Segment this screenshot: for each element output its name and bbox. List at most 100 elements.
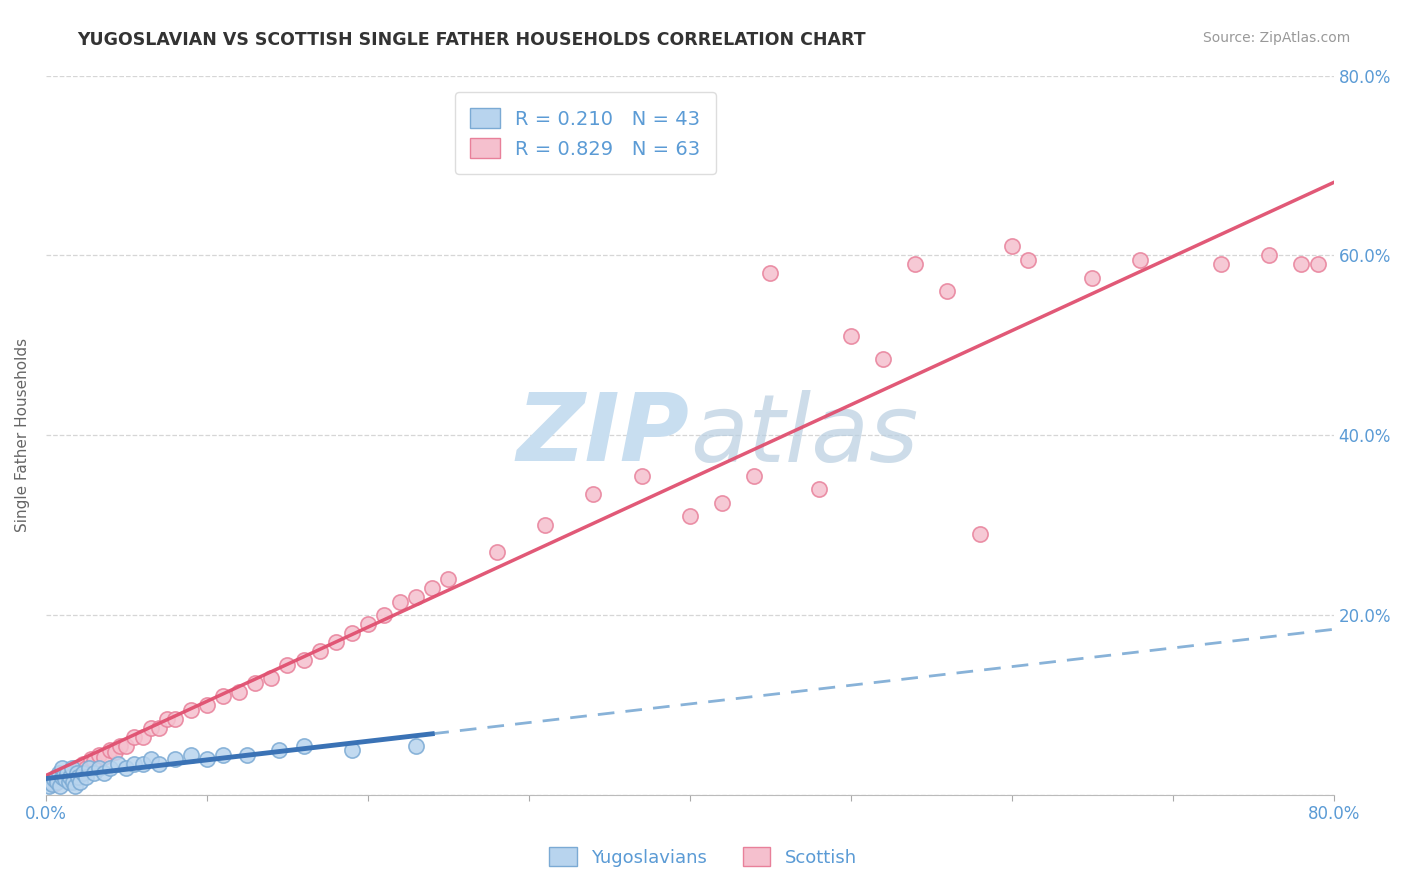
Point <box>63 779 86 793</box>
Point <box>212 689 235 703</box>
Point <box>131 756 153 771</box>
Point <box>1001 239 1024 253</box>
Point <box>98 743 121 757</box>
Point <box>148 756 170 771</box>
Point <box>245 675 267 690</box>
Point <box>42 772 65 786</box>
Point <box>1081 271 1104 285</box>
Point <box>807 482 830 496</box>
Point <box>131 730 153 744</box>
Point <box>340 626 363 640</box>
Point <box>139 721 162 735</box>
Point <box>83 754 105 768</box>
Point <box>1017 252 1039 267</box>
Point <box>124 730 146 744</box>
Point <box>59 770 82 784</box>
Point <box>936 285 959 299</box>
Point <box>41 777 63 791</box>
Point <box>107 756 129 771</box>
Point <box>65 765 87 780</box>
Point <box>148 721 170 735</box>
Point <box>56 765 79 780</box>
Point <box>93 750 115 764</box>
Point <box>839 329 862 343</box>
Point <box>75 761 97 775</box>
Point <box>1306 257 1329 271</box>
Point <box>48 772 70 786</box>
Point <box>58 774 80 789</box>
Point <box>52 768 75 782</box>
Point <box>87 761 110 775</box>
Point <box>67 763 90 777</box>
Point <box>53 772 76 786</box>
Point <box>236 747 259 762</box>
Point <box>711 496 734 510</box>
Point <box>51 770 73 784</box>
Point <box>357 617 380 632</box>
Point <box>79 761 101 775</box>
Point <box>325 635 347 649</box>
Point <box>115 761 138 775</box>
Point <box>904 257 927 271</box>
Point <box>83 765 105 780</box>
Text: ZIP: ZIP <box>517 389 690 482</box>
Point <box>260 671 283 685</box>
Point <box>46 774 69 789</box>
Point <box>62 774 84 789</box>
Point <box>51 770 73 784</box>
Point <box>45 770 67 784</box>
Point <box>59 768 82 782</box>
Point <box>195 752 218 766</box>
Point <box>104 745 127 759</box>
Point <box>373 608 395 623</box>
Point <box>276 657 298 672</box>
Point <box>630 468 652 483</box>
Point <box>405 590 427 604</box>
Point <box>51 761 73 775</box>
Point <box>679 509 702 524</box>
Point <box>534 518 557 533</box>
Point <box>75 770 97 784</box>
Point <box>39 774 62 789</box>
Legend: Yugoslavians, Scottish: Yugoslavians, Scottish <box>543 840 863 874</box>
Point <box>292 739 315 753</box>
Point <box>437 572 460 586</box>
Point <box>485 545 508 559</box>
Point <box>156 712 179 726</box>
Point <box>405 739 427 753</box>
Point <box>72 756 94 771</box>
Point <box>72 765 94 780</box>
Point <box>582 487 605 501</box>
Text: YUGOSLAVIAN VS SCOTTISH SINGLE FATHER HOUSEHOLDS CORRELATION CHART: YUGOSLAVIAN VS SCOTTISH SINGLE FATHER HO… <box>77 31 866 49</box>
Point <box>759 266 782 280</box>
Point <box>124 756 146 771</box>
Point <box>269 743 291 757</box>
Text: Source: ZipAtlas.com: Source: ZipAtlas.com <box>1202 31 1350 45</box>
Point <box>308 644 330 658</box>
Point <box>87 747 110 762</box>
Point <box>80 752 103 766</box>
Point <box>180 747 202 762</box>
Point <box>872 351 894 366</box>
Point <box>163 752 186 766</box>
Point <box>228 684 250 698</box>
Point <box>969 527 991 541</box>
Point <box>67 770 90 784</box>
Point <box>108 739 131 753</box>
Point <box>163 712 186 726</box>
Point <box>195 698 218 712</box>
Point <box>1291 257 1313 271</box>
Y-axis label: Single Father Households: Single Father Households <box>15 338 30 533</box>
Point <box>93 765 115 780</box>
Point <box>389 595 412 609</box>
Point <box>49 779 72 793</box>
Point <box>420 581 443 595</box>
Point <box>53 765 76 780</box>
Point <box>69 774 91 789</box>
Point <box>1339 186 1361 200</box>
Point <box>139 752 162 766</box>
Point <box>63 761 86 775</box>
Point <box>60 761 83 775</box>
Point <box>38 779 60 793</box>
Point <box>212 747 235 762</box>
